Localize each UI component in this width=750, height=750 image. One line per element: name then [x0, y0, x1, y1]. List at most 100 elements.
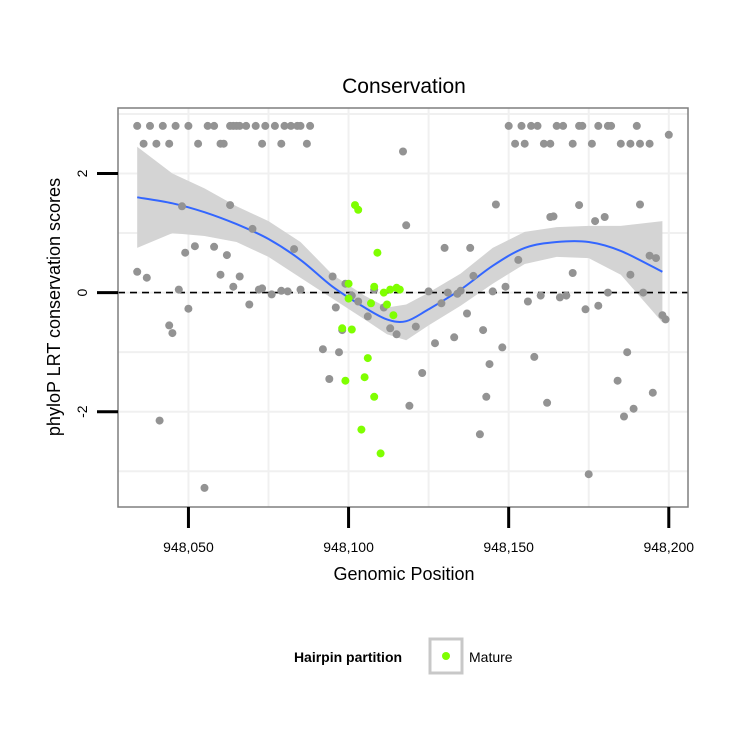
other-point [568, 269, 577, 277]
other-point [485, 360, 494, 369]
other-point [626, 139, 635, 148]
other-point [142, 273, 151, 282]
x-tick-label: 948,150 [483, 539, 534, 555]
other-point [306, 121, 315, 130]
other-point [283, 287, 292, 296]
other-point [491, 200, 500, 209]
other-point [229, 282, 238, 291]
other-point [469, 271, 478, 280]
other-point [245, 300, 254, 309]
other-point [335, 348, 343, 357]
x-tick-label: 948,050 [163, 539, 214, 555]
panel-border [117, 107, 689, 508]
other-point [258, 284, 267, 293]
other-point [277, 139, 286, 148]
other-point [594, 301, 603, 310]
other-point [235, 121, 244, 130]
other-point [504, 121, 513, 130]
other-point [645, 251, 654, 260]
mature-point [341, 376, 350, 385]
other-point [594, 121, 603, 130]
other-point [210, 242, 219, 251]
other-point [222, 251, 231, 260]
other-point [648, 388, 657, 397]
other-point [226, 201, 235, 210]
y-axis-label: phyloP LRT conservation scores [44, 178, 64, 436]
legend-entry-mature: Mature [469, 649, 513, 665]
other-point [251, 121, 260, 130]
other-point [479, 326, 488, 335]
other-point [277, 286, 286, 295]
mature-point [363, 354, 372, 363]
other-point [549, 212, 558, 221]
other-point [280, 121, 289, 130]
other-point [290, 245, 299, 254]
mature-point [367, 299, 375, 308]
other-point [581, 305, 590, 314]
other-point [575, 201, 584, 210]
other-point [190, 242, 199, 251]
other-point [482, 392, 491, 401]
other-point [242, 121, 251, 130]
other-point [174, 285, 183, 294]
other-point [543, 398, 552, 407]
other-point [539, 139, 548, 148]
other-point [443, 288, 452, 297]
other-point [639, 288, 648, 297]
other-point [139, 139, 148, 148]
other-point [399, 147, 407, 156]
other-point [133, 267, 142, 276]
mature-point [347, 325, 356, 334]
chart-title: Conservation [342, 75, 466, 98]
legend-title: Hairpin partition [294, 649, 402, 665]
data-points [133, 121, 673, 492]
other-point [645, 139, 654, 148]
other-point [514, 255, 523, 264]
other-point [511, 139, 520, 148]
other-point [475, 430, 484, 439]
x-axis: 948,050 948,100 948,150 948,200 [163, 507, 694, 555]
other-point [210, 121, 219, 130]
other-point [613, 376, 622, 385]
other-point [607, 121, 616, 130]
other-point [652, 254, 660, 263]
other-point [616, 139, 625, 148]
other-point [555, 293, 564, 302]
other-point [600, 213, 609, 221]
other-point [133, 121, 142, 130]
other-point [267, 290, 276, 299]
other-point [636, 200, 644, 209]
other-point [152, 139, 161, 148]
other-point [661, 315, 670, 324]
other-point [536, 291, 545, 300]
mature-point [370, 392, 379, 401]
other-point [523, 297, 532, 306]
mature-point [376, 449, 385, 458]
other-point [498, 343, 507, 352]
other-point [296, 121, 305, 130]
other-point [559, 121, 568, 130]
other-point [328, 272, 337, 281]
mature-point [379, 288, 388, 297]
other-point [325, 375, 334, 383]
other-point [194, 139, 203, 148]
mature-point [389, 311, 398, 320]
x-axis-label: Genomic Position [333, 564, 474, 584]
other-point [488, 287, 497, 296]
other-point [437, 299, 446, 308]
other-point [450, 333, 459, 342]
other-point [603, 288, 612, 297]
other-point [354, 297, 363, 306]
mature-point [395, 285, 404, 294]
other-point [386, 324, 395, 333]
other-point [623, 348, 632, 357]
mature-point [373, 248, 382, 257]
other-point [636, 139, 644, 148]
other-point [456, 286, 465, 295]
other-point [440, 243, 449, 252]
y-tick-label: -2 [74, 405, 90, 418]
other-point [626, 270, 635, 279]
other-point [587, 139, 596, 148]
other-point [165, 139, 174, 148]
